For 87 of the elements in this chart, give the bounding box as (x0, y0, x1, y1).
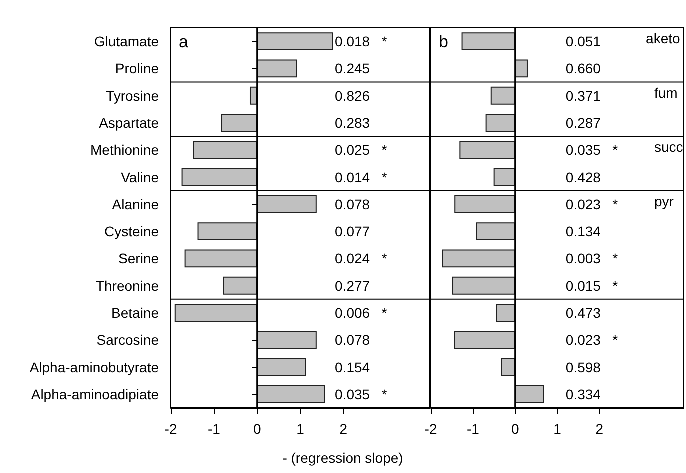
annotation: 0.077 (335, 224, 370, 240)
annotation: 0.024 * (335, 250, 388, 267)
annotation: 0.245 (335, 60, 370, 77)
x-axis-title: - (regression slope) (282, 450, 404, 466)
y-tick-label: Alpha-aminoadipiate (31, 386, 160, 402)
x-tick-label: 1 (296, 421, 305, 437)
annotation: 0.023 * (566, 332, 619, 348)
annotation: 0.003 * (566, 250, 619, 267)
x-tick-label: 2 (340, 421, 348, 437)
annotation: pyr (654, 193, 674, 210)
bar (490, 86, 516, 105)
bar (174, 304, 258, 322)
annotation: 0.025 * (335, 142, 388, 158)
annotation: 0.051 (566, 34, 602, 50)
x-tick-label: -1 (466, 421, 480, 437)
annotation: 0.078 (335, 332, 370, 348)
annotation: aketo (646, 30, 681, 47)
y-tick-label: Sarcosine (96, 332, 160, 348)
x-tick-label: 0 (511, 421, 520, 437)
bar (454, 195, 516, 214)
y-tick-label: Cysteine (104, 224, 160, 240)
x-tick-label: -2 (164, 421, 178, 437)
x-tick-label: -1 (208, 421, 221, 437)
bar (198, 222, 258, 241)
y-tick-label: Alpha-aminobutyrate (30, 359, 160, 376)
annotation: 0.023 * (566, 196, 619, 212)
annotation: succ (654, 139, 684, 156)
annotation: 0.134 (566, 224, 602, 240)
bar (442, 250, 516, 268)
annotation: 0.287 (566, 115, 602, 131)
bar (515, 385, 544, 404)
annotation: 0.283 (335, 115, 370, 131)
annotation: 0.015 * (566, 278, 619, 294)
x-tick-label: -2 (424, 421, 438, 437)
bar (222, 114, 258, 132)
annotation: 0.078 (335, 196, 370, 212)
bar (257, 60, 298, 78)
x-tick-label: 1 (554, 421, 562, 437)
annotation: 0.035 * (335, 386, 388, 402)
x-tick-label: 0 (253, 421, 262, 437)
bar (257, 331, 317, 350)
annotation: 0.154 (335, 359, 370, 376)
bar (462, 32, 516, 51)
bar (257, 32, 334, 51)
y-tick-label: Valine (121, 169, 160, 186)
bar (223, 276, 258, 295)
y-tick-label: Proline (115, 60, 160, 77)
y-tick-label: Threonine (96, 278, 160, 294)
chart-title: a (179, 32, 189, 52)
annotation: 0.826 (335, 88, 370, 104)
y-tick-label: Serine (118, 250, 160, 267)
bar (257, 385, 326, 404)
x-tick-label: 2 (596, 421, 604, 437)
bar (500, 358, 516, 376)
chart-title: b (439, 32, 448, 52)
annotation: 0.006 * (335, 305, 388, 321)
bar (257, 195, 317, 214)
bar (193, 141, 258, 160)
bar (182, 168, 258, 186)
annotation: 0.660 (566, 60, 602, 77)
annotation: 0.598 (566, 359, 602, 376)
bar (486, 114, 516, 132)
bar (496, 304, 516, 322)
annotation: 0.334 (566, 386, 602, 402)
annotation: fum (654, 84, 678, 101)
bar (460, 141, 516, 160)
annotation: 0.371 (566, 88, 602, 104)
bar (476, 222, 516, 241)
annotation: 0.277 (335, 278, 370, 294)
bar (515, 60, 528, 78)
y-tick-label: Tyrosine (106, 88, 160, 104)
annotation: 0.018 * (335, 34, 388, 50)
y-tick-label: Methionine (90, 142, 160, 158)
y-tick-label: Aspartate (99, 115, 160, 131)
annotation: 0.035 * (566, 142, 619, 158)
y-tick-label: Alanine (112, 196, 160, 212)
bar (257, 358, 306, 376)
bar (184, 250, 258, 268)
bar (250, 86, 258, 105)
y-tick-label: Betaine (112, 305, 160, 321)
annotation: 0.428 (566, 169, 602, 186)
annotation: 0.473 (566, 305, 602, 321)
y-tick-label: Glutamate (94, 34, 160, 50)
bar (452, 276, 516, 295)
bar (494, 168, 516, 186)
annotation: 0.014 * (335, 169, 388, 186)
bar (454, 331, 516, 350)
